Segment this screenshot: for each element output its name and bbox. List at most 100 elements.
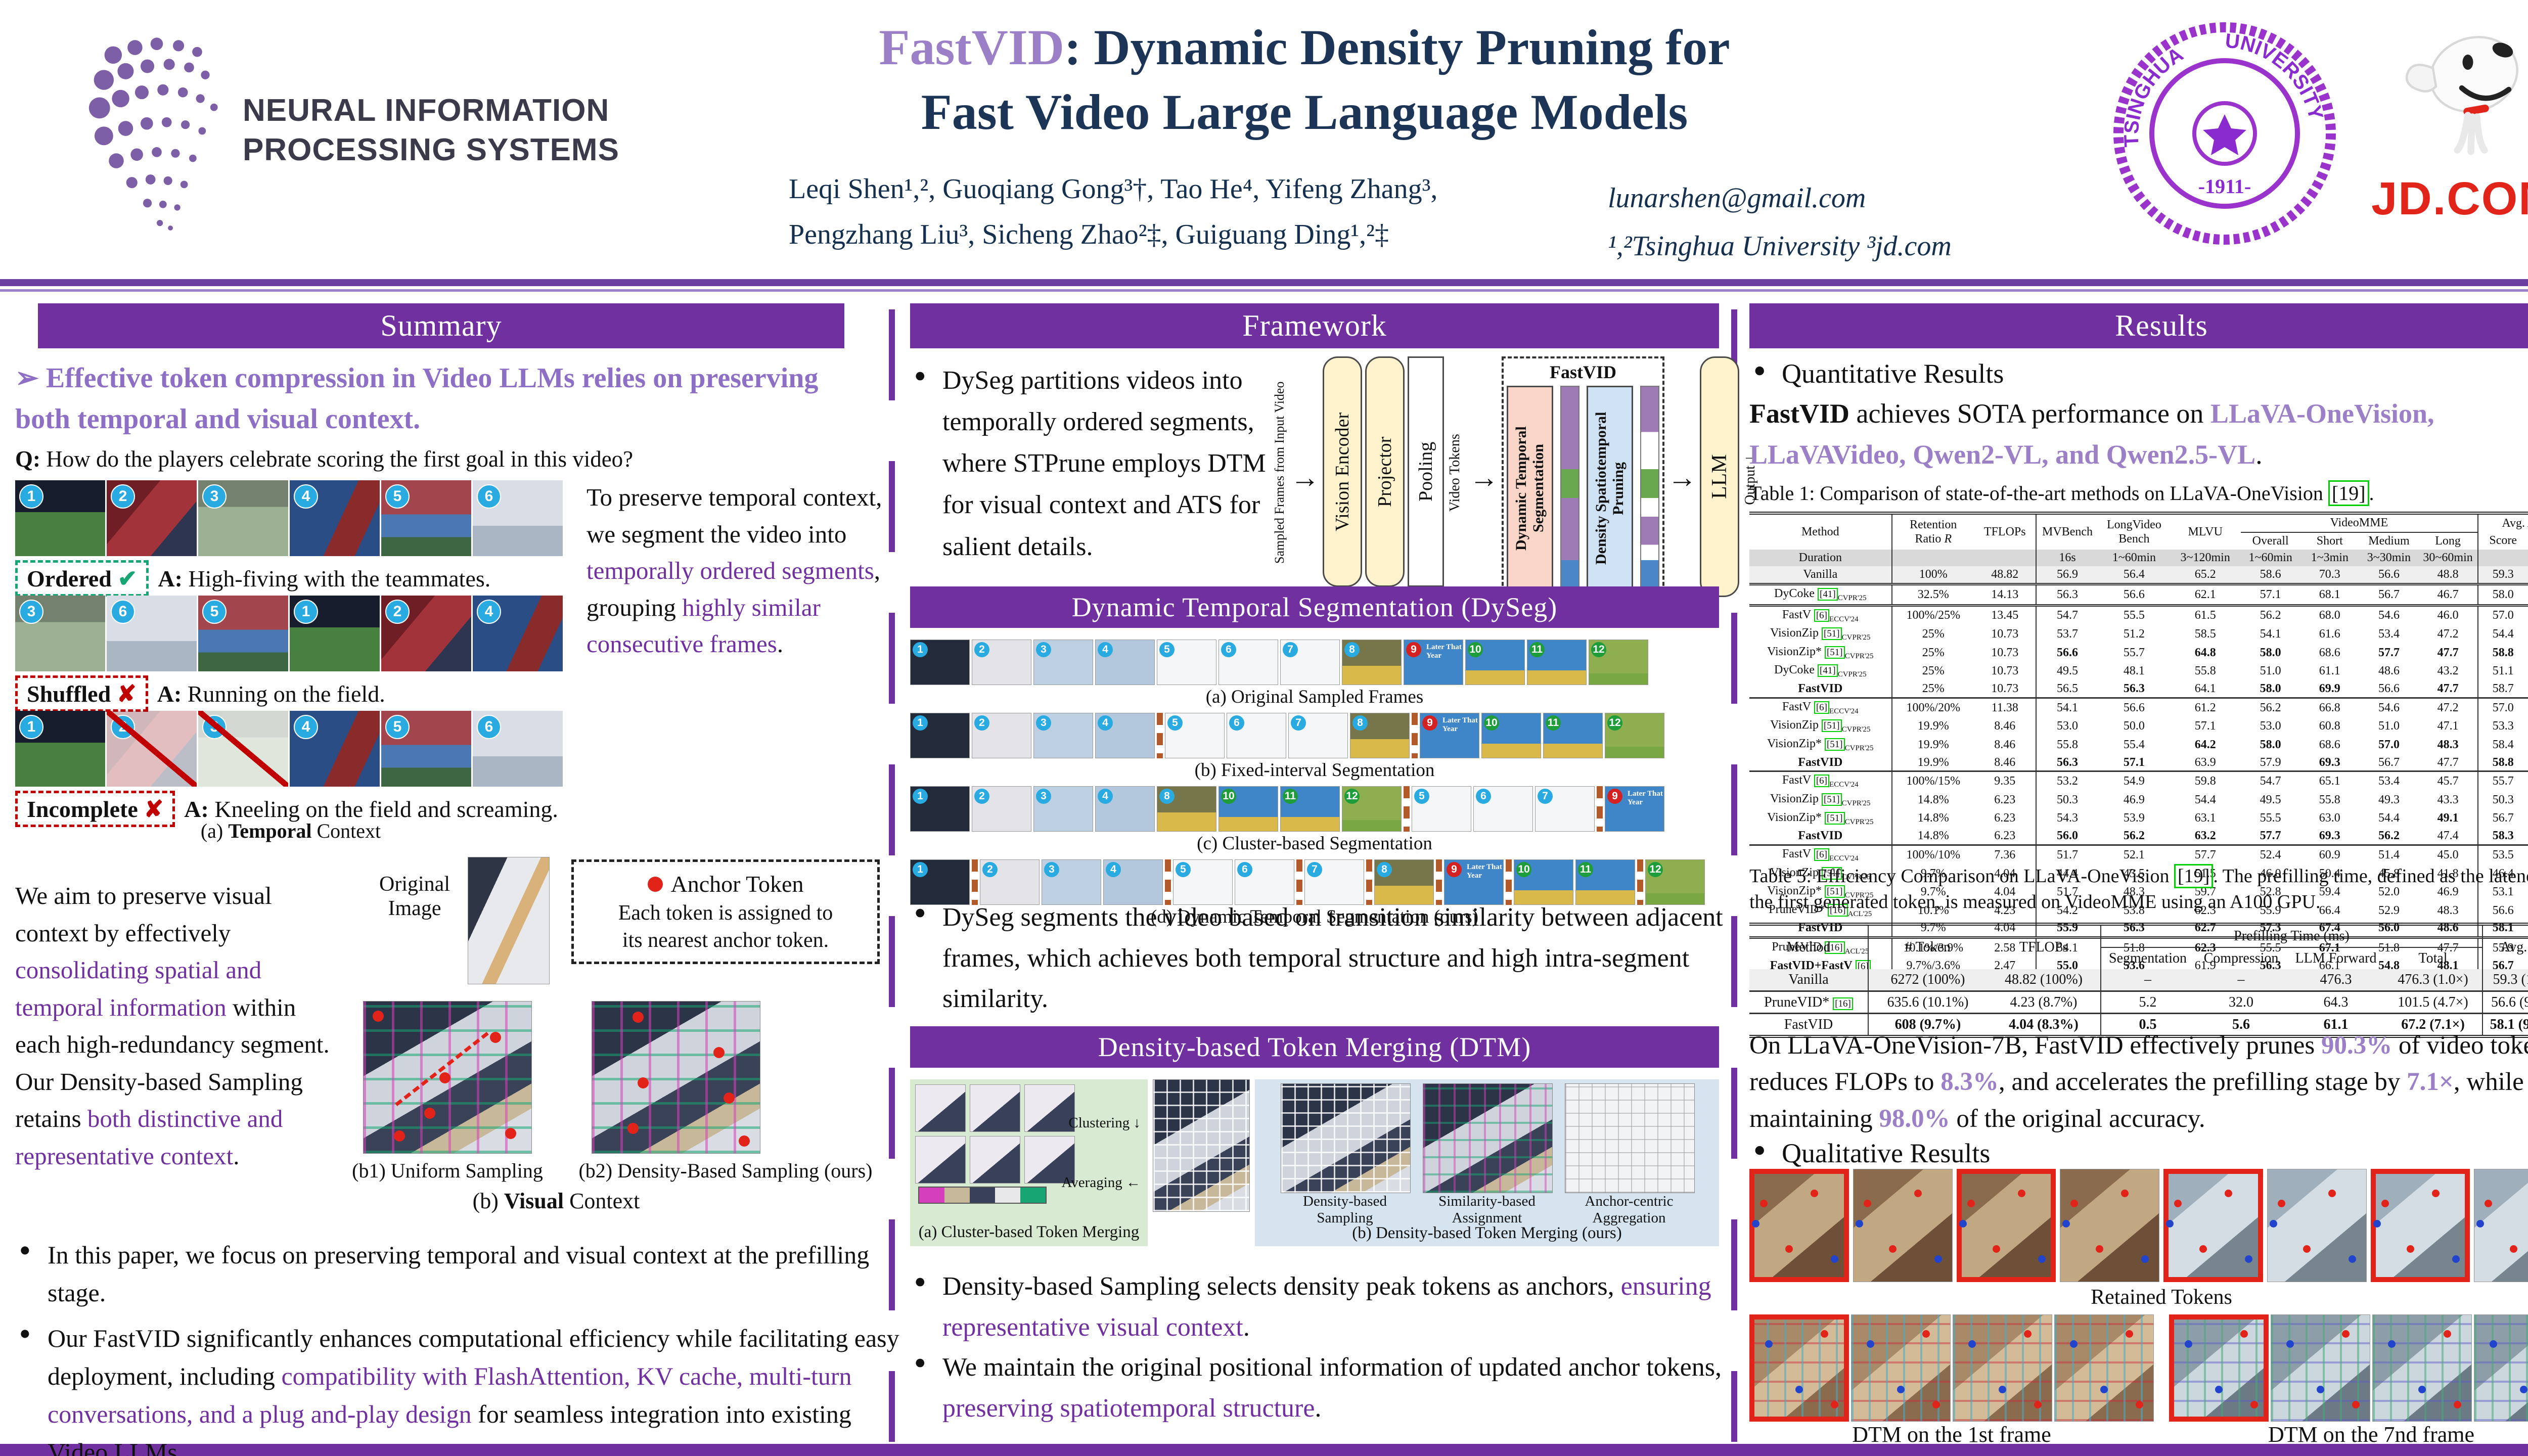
segment-separator bbox=[1296, 859, 1302, 905]
frame-number-badge: 5 bbox=[1159, 642, 1175, 657]
framework-column: Framework DySeg partitions videos into t… bbox=[910, 303, 1759, 1444]
frame-number-badge: 6 bbox=[1476, 789, 1491, 804]
affiliation: ¹,²Tsinghua University ³jd.com bbox=[1608, 231, 1952, 262]
frame-number-badge: 8 bbox=[1344, 642, 1360, 657]
video-frame: 6 bbox=[473, 480, 563, 556]
temporal-frame-row: 1 2 3 4 5 6 bbox=[15, 480, 563, 556]
frame-number-badge: 12 bbox=[1344, 789, 1360, 804]
pooling-box: Pooling bbox=[1408, 356, 1444, 587]
email: lunarshen@gmail.com bbox=[1608, 183, 1866, 214]
density-sampling-image bbox=[1280, 1083, 1411, 1193]
frame-number-badge: 1 bbox=[913, 862, 928, 877]
segment-separator bbox=[1366, 859, 1372, 905]
frame-number-badge: 3 bbox=[1044, 862, 1059, 877]
video-frame: 11 bbox=[1280, 786, 1340, 832]
table-row: DyCoke [41] CVPR'25 25% 10.73 49.5 48.1 55.8 51… bbox=[1749, 662, 2528, 680]
table-row: Vanilla 6272 (100%) 48.82 (100%) – –476.3 476… bbox=[1749, 969, 2528, 991]
input-frames-label: Sampled Frames from Input Video bbox=[1272, 381, 1287, 564]
method-cell: FastVID bbox=[1798, 829, 1843, 843]
frame-number-badge: 2 bbox=[111, 484, 135, 509]
visual-context-text: We aim to preserve visual context by eff… bbox=[15, 882, 330, 1170]
table-row: VisionZip [51] CVPR'25 19.9% 8.46 53.0 50.0 57… bbox=[1749, 717, 2528, 736]
method-cell: VisionZip* [51] CVPR'25 bbox=[1767, 645, 1874, 660]
retained-tokens-figure bbox=[1749, 1169, 2528, 1282]
video-frame: 12 bbox=[1589, 640, 1648, 685]
pruned-token-strip bbox=[1640, 386, 1659, 590]
segment-separator bbox=[1506, 859, 1512, 905]
frame-number-badge: 10 bbox=[1221, 789, 1236, 804]
frame-number-badge: 6 bbox=[1237, 862, 1252, 877]
frame-number-badge: 8 bbox=[1377, 862, 1392, 877]
method-cell: FastV [6] ECCV'24 bbox=[1749, 604, 1892, 625]
frame-number-badge: 5 bbox=[1167, 715, 1183, 731]
table-row: FastVID 25% 10.73 56.5 56.3 64.1 58.0 69.9 56.6 4… bbox=[1749, 680, 2528, 698]
dtm-caption: (b) Density-based Token Merging (ours) bbox=[1352, 1224, 1622, 1243]
dtm-panel-caption: DTM on the 1st frame bbox=[1852, 1422, 2051, 1447]
dtm-token-frame bbox=[2054, 1314, 2154, 1422]
temporal-frame-row: 3 6 5 1 2 4 bbox=[15, 596, 563, 671]
frame-number-badge: 4 bbox=[294, 715, 318, 739]
video-frame: 1 bbox=[910, 786, 970, 832]
video-frame: 6 bbox=[1218, 640, 1278, 685]
dtm-step3-label: Anchor-centric Aggregation bbox=[1585, 1193, 1674, 1226]
temporal-label-row: Ordered ✔ A: High-fiving with the teammate… bbox=[15, 560, 490, 597]
density-sampling-figure bbox=[592, 1001, 760, 1154]
similarity-assignment-image bbox=[1422, 1083, 1553, 1193]
frame-caption-text: Later That Year bbox=[1426, 643, 1462, 660]
video-frame: 9 Later That Year bbox=[1404, 640, 1463, 685]
framework-bullet-1: DySeg partitions videos into temporally … bbox=[910, 360, 1296, 568]
neurips-logo: NEURAL INFORMATION PROCESSING SYSTEMS bbox=[76, 15, 642, 253]
dtm-frames-figure: DTM on the 1st frame DTM on the 7nd frame bbox=[1749, 1314, 2528, 1447]
order-tag: Incomplete ✘ bbox=[15, 791, 175, 827]
video-tokens-label: Video Tokens bbox=[1447, 434, 1463, 512]
jd-wordmark: JD.COM bbox=[2371, 173, 2528, 224]
frame-number-badge: 2 bbox=[111, 715, 135, 739]
projector-box: Projector bbox=[1365, 356, 1405, 587]
retained-tokens-frame bbox=[2474, 1169, 2528, 1282]
video-frame: 8 bbox=[1157, 786, 1216, 832]
frame-caption-text: Later That Year bbox=[1628, 790, 1663, 806]
table-row: FastVID 19.9% 8.46 56.3 57.1 63.9 57.9 69.3 56.7… bbox=[1749, 754, 2528, 771]
method-cell: FastV [6] ECCV'24 bbox=[1749, 844, 1892, 864]
frame-number-badge: 4 bbox=[1098, 642, 1113, 657]
frame-number-badge: 6 bbox=[477, 484, 501, 509]
table-row: VisionZip* [51] CVPR'25 14.8% 6.23 54.3 53.9 6… bbox=[1749, 809, 2528, 828]
tsinghua-seal-icon: TSINGHUA UNIVERSITY -1911- bbox=[2108, 15, 2341, 253]
video-frame: 4 bbox=[290, 711, 380, 787]
frame-number-badge: 11 bbox=[1578, 862, 1593, 877]
method-cell: PruneVID* [16] ACL'25 bbox=[1769, 902, 1872, 918]
retained-tokens-frame bbox=[2370, 1169, 2470, 1282]
output-label: → Output bbox=[1742, 446, 1759, 505]
dyseg-row-caption: (a) Original Sampled Frames bbox=[1205, 687, 1424, 707]
segment-separator bbox=[1597, 786, 1603, 832]
video-frame: 7 bbox=[1280, 640, 1340, 685]
answer-text: A: High-fiving with the teammates. bbox=[158, 565, 491, 592]
table-row: VisionZip [51] CVPR'25 14.8% 6.23 50.3 46.9 54… bbox=[1749, 791, 2528, 809]
video-frame: 5 bbox=[1412, 786, 1471, 832]
table-row: VisionZip [51] CVPR'25 25% 10.73 53.7 51.2 58.… bbox=[1749, 625, 2528, 644]
table-row: VisionZip [51] CVPR'25 9.7% 4.04 44.4 43.5 51.… bbox=[1749, 864, 2528, 883]
frame-number-badge: 4 bbox=[477, 600, 501, 624]
table-row: Vanilla 100% 48.82 56.9 56.4 65.2 58.6 70.3 56.6… bbox=[1749, 566, 2528, 584]
video-frame: 7 bbox=[1288, 713, 1348, 758]
method-cell: Vanilla bbox=[1749, 566, 1892, 584]
summary-bullet-1: In this paper, we focus on preserving te… bbox=[15, 1236, 907, 1312]
dyseg-figure: 1 2 3 4 5 6 7 8 9 Later That Year 10 11 12 (a) Origin… bbox=[910, 640, 1719, 933]
frame-number-badge: 8 bbox=[1352, 715, 1368, 731]
page-title: FastVID: Dynamic Density Pruning for Fas… bbox=[879, 19, 1730, 140]
video-frame: 9 Later That Year bbox=[1605, 786, 1664, 832]
table-row: PruneVID* [16] 635.6 (10.1%) 4.23 (8.7%) 5.… bbox=[1749, 990, 2528, 1014]
video-frame: 4 bbox=[473, 596, 563, 671]
vision-encoder-box: Vision Encoder bbox=[1323, 356, 1362, 587]
dtm-panel-caption: DTM on the 7nd frame bbox=[2268, 1422, 2475, 1447]
frame-number-badge: 2 bbox=[974, 789, 989, 804]
table5-caption: Table 5: Efficiency Comparison on LLaVA-… bbox=[1749, 863, 2528, 916]
dyseg-row-caption: (b) Fixed-interval Segmentation bbox=[1194, 760, 1435, 781]
cross-icon: ✘ bbox=[117, 681, 137, 707]
frame-number-badge: 10 bbox=[1468, 642, 1483, 657]
video-frame: 3 bbox=[198, 480, 288, 556]
dtm-step2-label: Similarity-based Assignment bbox=[1438, 1193, 1536, 1226]
framework-bullet-4: We maintain the original positional info… bbox=[910, 1347, 1746, 1429]
header-divider bbox=[0, 279, 2528, 286]
